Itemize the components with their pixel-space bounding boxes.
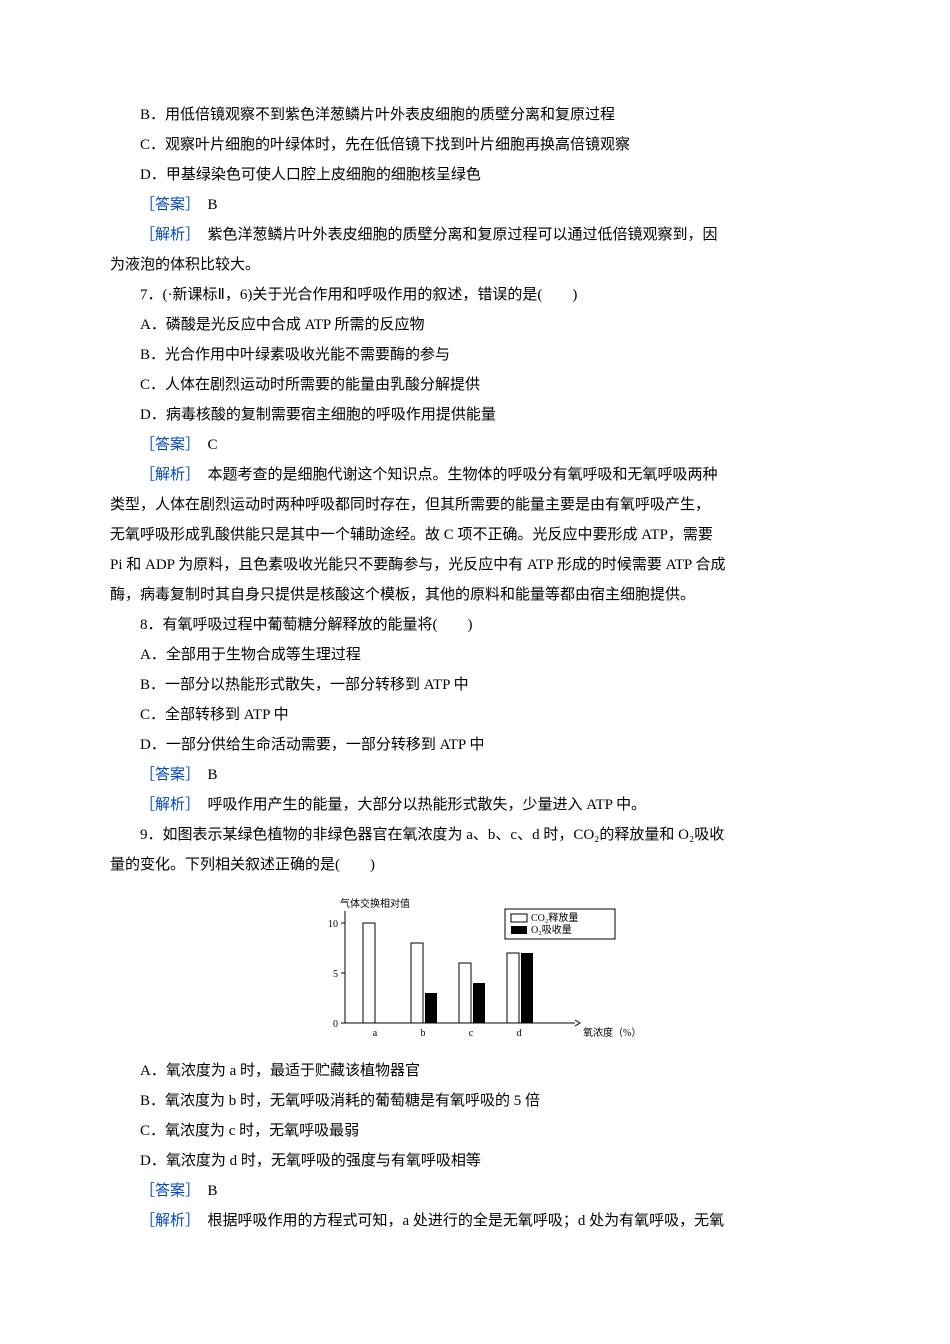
q7-option-a: A．磷酸是光反应中合成 ATP 所需的反应物 bbox=[110, 310, 840, 340]
option-c: C．观察叶片细胞的叶绿体时，先在低倍镜下找到叶片细胞再换高倍镜观察 bbox=[110, 130, 840, 160]
answer-7-line: ［答案］ C bbox=[110, 430, 840, 460]
answer-8-line: ［答案］ B bbox=[110, 760, 840, 790]
q7-option-d: D．病毒核酸的复制需要宿主细胞的呼吸作用提供能量 bbox=[110, 400, 840, 430]
svg-text:10: 10 bbox=[328, 919, 338, 930]
explanation-9-line: ［解析］ 根据呼吸作用的方程式可知，a 处进行的全是无氧呼吸；d 处为有氧呼吸，… bbox=[110, 1206, 840, 1236]
question-7: 7．(·新课标Ⅱ，6)关于光合作用和呼吸作用的叙述，错误的是( ) bbox=[110, 280, 840, 310]
explanation-line: ［解析］ 紫色洋葱鳞片叶外表皮细胞的质壁分离和复原过程可以通过低倍镜观察到，因 bbox=[110, 220, 840, 250]
svg-text:5: 5 bbox=[333, 969, 338, 980]
svg-text:氧浓度（%）: 氧浓度（%） bbox=[583, 1026, 641, 1039]
q9-option-a: A．氧浓度为 a 时，最适于贮藏该植物器官 bbox=[110, 1056, 840, 1086]
explanation-text: 本题考查的是细胞代谢这个知识点。生物体的呼吸分有氧呼吸和无氧呼吸两种 bbox=[193, 467, 718, 483]
svg-text:c: c bbox=[469, 1028, 474, 1039]
answer-value: C bbox=[193, 437, 218, 453]
bar-chart: 气体交换相对值 0 5 10 a b c d 氧浓度（%） CO₂释放量O₂吸收量 bbox=[295, 888, 655, 1048]
explanation-label: ［解析］ bbox=[140, 1213, 193, 1229]
answer-label: ［答案］ bbox=[140, 437, 193, 453]
q8-option-b: B．一部分以热能形式散失，一部分转移到 ATP 中 bbox=[110, 670, 840, 700]
exp7-l2: 类型，人体在剧烈运动时两种呼吸都同时存在，但其所需要的能量主要是由有氧呼吸产生， bbox=[110, 490, 840, 520]
svg-text:O₂吸收量: O₂吸收量 bbox=[531, 923, 572, 936]
question-8: 8．有氧呼吸过程中葡萄糖分解释放的能量将( ) bbox=[110, 610, 840, 640]
explanation-cont: 为液泡的体积比较大。 bbox=[110, 250, 840, 280]
explanation-text: 根据呼吸作用的方程式可知，a 处进行的全是无氧呼吸；d 处为有氧呼吸，无氧 bbox=[193, 1213, 725, 1229]
q7-option-c: C．人体在剧烈运动时所需要的能量由乳酸分解提供 bbox=[110, 370, 840, 400]
svg-text:CO₂释放量: CO₂释放量 bbox=[531, 911, 578, 924]
q8-option-a: A．全部用于生物合成等生理过程 bbox=[110, 640, 840, 670]
question-9-l2: 量的变化。下列相关叙述正确的是( ) bbox=[110, 850, 840, 880]
explanation-label: ［解析］ bbox=[140, 227, 193, 243]
chart-container: 气体交换相对值 0 5 10 a b c d 氧浓度（%） CO₂释放量O₂吸收量 bbox=[110, 888, 840, 1048]
document-page: B．用低倍镜观察不到紫色洋葱鳞片叶外表皮细胞的质壁分离和复原过程 C．观察叶片细… bbox=[0, 0, 950, 1296]
q9-option-c: C．氧浓度为 c 时，无氧呼吸最弱 bbox=[110, 1116, 840, 1146]
q7-option-b: B．光合作用中叶绿素吸收光能不需要酶的参与 bbox=[110, 340, 840, 370]
q8-option-d: D．一部分供给生命活动需要，一部分转移到 ATP 中 bbox=[110, 730, 840, 760]
svg-text:0: 0 bbox=[333, 1019, 338, 1030]
exp7-l5: 酶，病毒复制时其自身只提供是核酸这个模板，其他的原料和能量等都由宿主细胞提供。 bbox=[110, 580, 840, 610]
explanation-7-line: ［解析］ 本题考查的是细胞代谢这个知识点。生物体的呼吸分有氧呼吸和无氧呼吸两种 bbox=[110, 460, 840, 490]
q8-option-c: C．全部转移到 ATP 中 bbox=[110, 700, 840, 730]
option-d: D．甲基绿染色可使人口腔上皮细胞的细胞核呈绿色 bbox=[110, 160, 840, 190]
answer-value: B bbox=[193, 1183, 218, 1199]
explanation-8-line: ［解析］ 呼吸作用产生的能量，大部分以热能形式散失，少量进入 ATP 中。 bbox=[110, 790, 840, 820]
svg-text:d: d bbox=[517, 1028, 522, 1039]
svg-text:气体交换相对值: 气体交换相对值 bbox=[340, 897, 410, 910]
option-b: B．用低倍镜观察不到紫色洋葱鳞片叶外表皮细胞的质壁分离和复原过程 bbox=[110, 100, 840, 130]
question-9-l1: 9．如图表示某绿色植物的非绿色器官在氧浓度为 a、b、c、d 时，CO₂的释放量… bbox=[110, 820, 840, 850]
exp7-l4: Pi 和 ADP 为原料，且色素吸收光能只不要酶参与，光反应中有 ATP 形成的… bbox=[110, 550, 840, 580]
answer-label: ［答案］ bbox=[140, 197, 193, 213]
explanation-label: ［解析］ bbox=[140, 797, 193, 813]
explanation-text: 紫色洋葱鳞片叶外表皮细胞的质壁分离和复原过程可以通过低倍镜观察到，因 bbox=[193, 227, 718, 243]
explanation-label: ［解析］ bbox=[140, 467, 193, 483]
svg-text:b: b bbox=[421, 1028, 426, 1039]
q9-option-b: B．氧浓度为 b 时，无氧呼吸消耗的葡萄糖是有氧呼吸的 5 倍 bbox=[110, 1086, 840, 1116]
answer-9-line: ［答案］ B bbox=[110, 1176, 840, 1206]
svg-text:a: a bbox=[373, 1028, 378, 1039]
answer-value: B bbox=[193, 767, 218, 783]
answer-line: ［答案］ B bbox=[110, 190, 840, 220]
answer-label: ［答案］ bbox=[140, 1183, 193, 1199]
exp7-l3: 无氧呼吸形成乳酸供能只是其中一个辅助途经。故 C 项不正确。光反应中要形成 AT… bbox=[110, 520, 840, 550]
answer-label: ［答案］ bbox=[140, 767, 193, 783]
explanation-text: 呼吸作用产生的能量，大部分以热能形式散失，少量进入 ATP 中。 bbox=[193, 797, 647, 813]
q9-option-d: D．氧浓度为 d 时，无氧呼吸的强度与有氧呼吸相等 bbox=[110, 1146, 840, 1176]
answer-value: B bbox=[193, 197, 218, 213]
